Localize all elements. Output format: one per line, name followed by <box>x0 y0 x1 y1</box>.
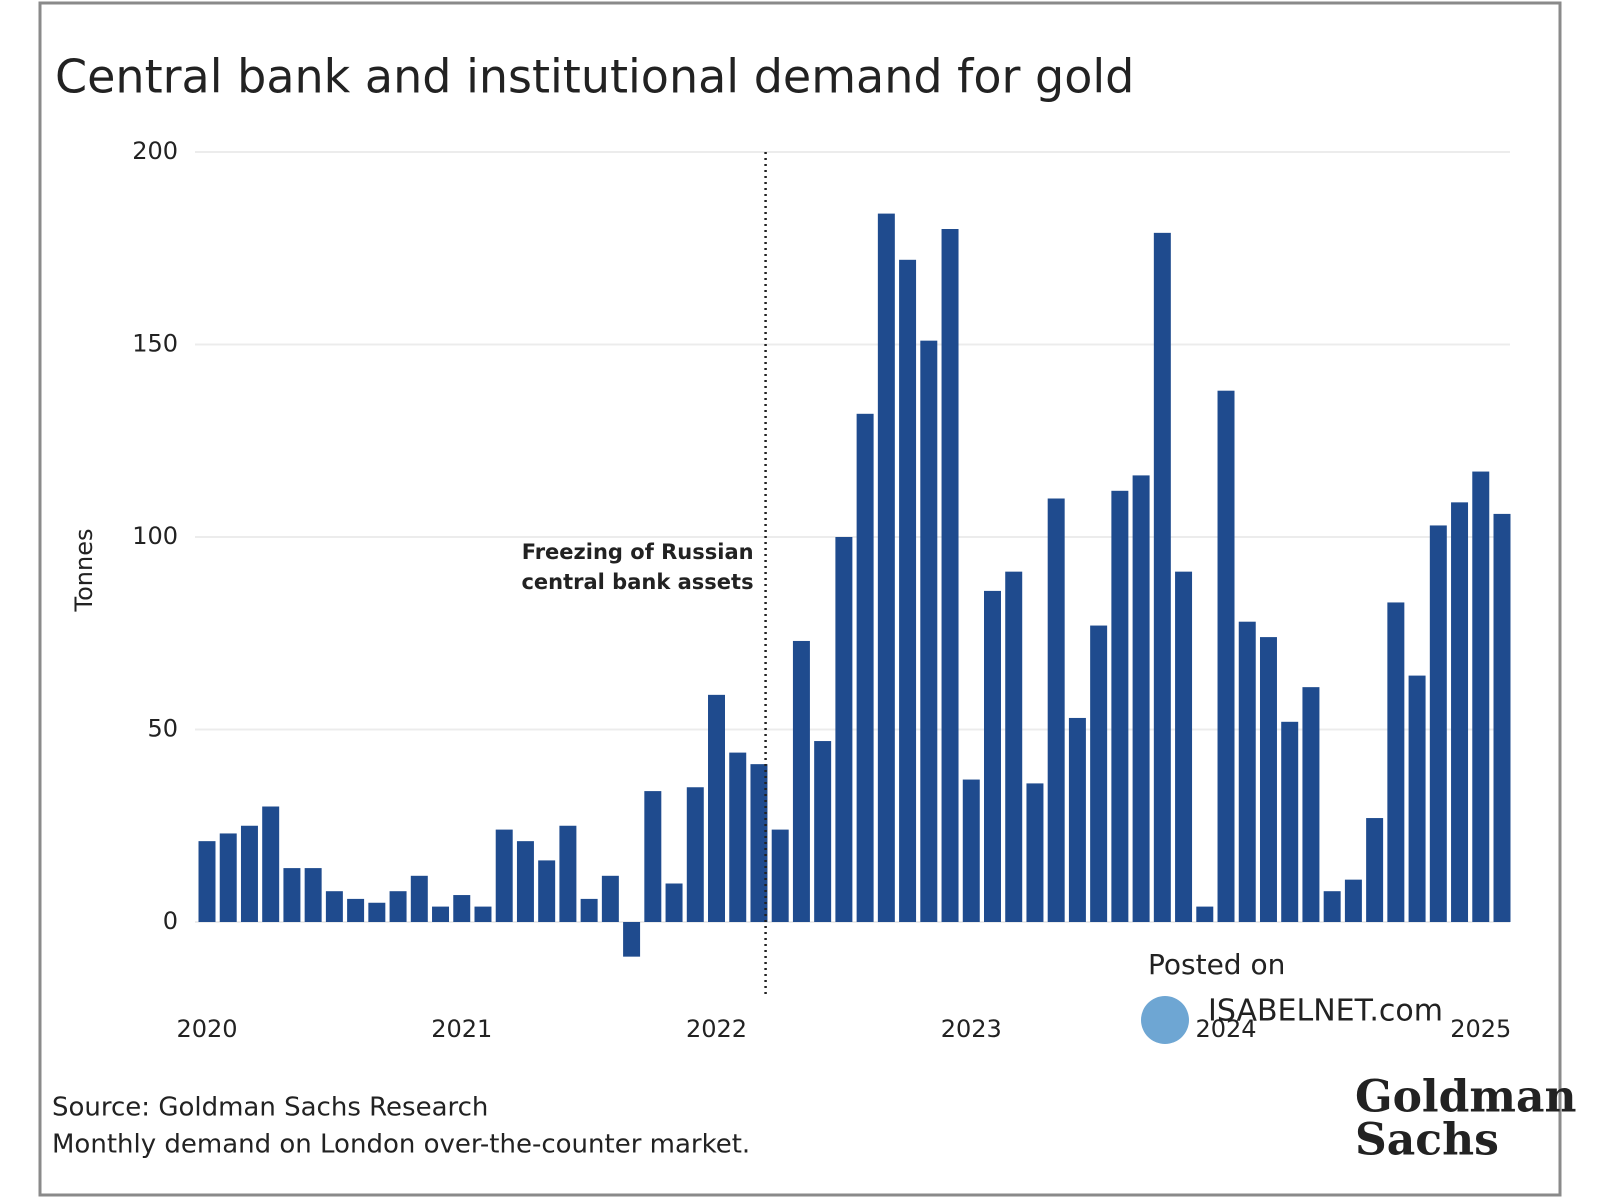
logo: Goldman <box>1355 1072 1576 1123</box>
bar <box>1408 675 1426 922</box>
bar <box>644 791 662 922</box>
bar <box>410 875 428 922</box>
bar <box>1047 498 1065 922</box>
bar <box>1387 602 1405 922</box>
bar <box>580 898 598 922</box>
bar <box>1429 525 1447 922</box>
bar <box>304 868 322 922</box>
bar <box>1068 717 1086 922</box>
y-axis-label: Tonnes <box>70 529 98 613</box>
bar <box>262 806 280 922</box>
bar <box>1323 891 1341 922</box>
y-tick-label: 200 <box>132 137 178 165</box>
bar <box>559 825 577 922</box>
bar <box>623 922 641 957</box>
bar <box>1493 513 1511 922</box>
watermark: ISABELNET.com <box>1208 994 1443 1029</box>
bar <box>750 764 768 922</box>
x-tick-label: 2025 <box>1450 1015 1511 1043</box>
bar <box>453 895 471 922</box>
bar <box>240 825 258 922</box>
watermark-icon <box>1141 996 1189 1044</box>
bar <box>708 694 725 922</box>
bar <box>1090 625 1108 922</box>
bar <box>877 213 895 923</box>
bar <box>516 841 534 922</box>
x-tick-label: 2024 <box>1195 1015 1256 1043</box>
y-tick-label: 50 <box>147 715 178 743</box>
bar <box>1302 687 1320 922</box>
x-tick-label: 2021 <box>431 1015 492 1043</box>
bar <box>474 906 492 922</box>
bar <box>219 833 237 922</box>
bar <box>962 779 980 922</box>
bar <box>1153 232 1171 923</box>
x-tick-label: 2023 <box>941 1015 1002 1043</box>
bar <box>1366 818 1384 922</box>
bar <box>1132 475 1150 922</box>
bar <box>984 590 1001 922</box>
bar <box>729 752 747 922</box>
bar <box>198 841 216 922</box>
bar <box>941 229 959 922</box>
bar <box>899 259 917 922</box>
bar <box>686 787 704 922</box>
bar <box>1026 783 1044 922</box>
bar <box>601 875 619 922</box>
bar <box>1344 879 1362 922</box>
frame <box>38 1 1562 1197</box>
y-tick-label: 0 <box>163 907 178 935</box>
bar <box>389 891 407 922</box>
bar <box>792 640 810 922</box>
chart-title: Central bank and institutional demand fo… <box>55 50 1134 104</box>
bar <box>1451 502 1469 922</box>
watermark: Posted on <box>1148 948 1285 981</box>
x-tick-label: 2020 <box>176 1015 237 1043</box>
bar <box>283 868 301 922</box>
bar <box>325 891 343 922</box>
bar <box>347 898 365 922</box>
bar <box>920 340 938 922</box>
bar <box>1281 721 1299 922</box>
bar <box>1217 390 1235 922</box>
bar <box>432 906 450 922</box>
bar <box>835 537 853 922</box>
bar <box>665 883 683 922</box>
bar <box>856 413 874 922</box>
bar <box>1111 490 1129 922</box>
bar <box>495 829 513 922</box>
bar <box>1472 471 1490 922</box>
bar <box>771 829 789 922</box>
source: Source: Goldman Sachs Research <box>52 1093 488 1123</box>
bar <box>538 860 556 922</box>
bar <box>1259 637 1277 922</box>
logo: Sachs <box>1355 1115 1499 1166</box>
bar <box>1196 906 1214 922</box>
annotation: central bank assets <box>521 570 753 594</box>
annotation: Freezing of Russian <box>522 540 754 564</box>
source-note: Monthly demand on London over-the-counte… <box>52 1130 750 1160</box>
y-tick-label: 150 <box>132 330 178 358</box>
bar <box>1005 571 1023 922</box>
y-tick-label: 100 <box>132 522 178 550</box>
x-tick-label: 2022 <box>686 1015 747 1043</box>
bar <box>1175 571 1193 922</box>
bar <box>814 741 832 922</box>
bar <box>1238 621 1256 922</box>
bar <box>368 902 386 922</box>
